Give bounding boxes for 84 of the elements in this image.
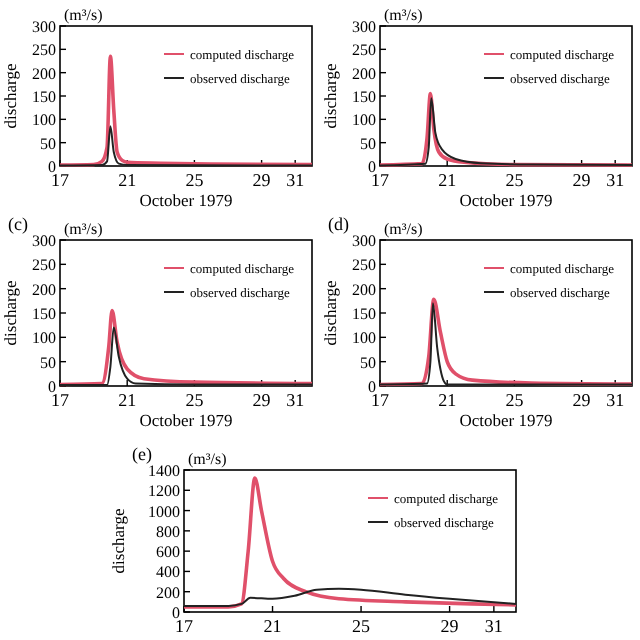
y-tick-label: 0 <box>48 158 56 176</box>
x-tick-label: 31 <box>606 170 625 190</box>
y-tick-label: 200 <box>352 280 376 299</box>
y-tick-label: 400 <box>156 563 180 582</box>
y-tick-label: 50 <box>360 353 376 372</box>
line-series <box>58 54 314 167</box>
x-tick-label: 21 <box>438 170 457 190</box>
x-tick-label: 29 <box>572 170 592 190</box>
line-series <box>58 308 314 387</box>
y-tick-label: 100 <box>32 329 56 348</box>
text: (m³/s) <box>188 450 228 468</box>
x-axis-title: October 1979 <box>459 410 553 430</box>
x-tick-label: 21 <box>263 616 282 636</box>
line-series <box>182 476 518 609</box>
x-tick-label: 29 <box>252 170 272 190</box>
x-tick-label: 17 <box>371 170 390 190</box>
x-tick-label: 21 <box>438 390 457 410</box>
text: (m³/s) <box>64 6 104 24</box>
chart-title: (c) <box>8 214 28 234</box>
y-tick-label: 1200 <box>148 482 180 501</box>
text: (m³/s) <box>384 220 424 238</box>
y-axis-title: discharge <box>0 63 20 129</box>
x-tick-label: 29 <box>252 390 272 410</box>
line-series <box>183 587 517 607</box>
x-axis-title: October 1979 <box>139 190 233 210</box>
x-tick-label: 31 <box>286 170 305 190</box>
y-tick-label: 100 <box>352 111 376 130</box>
x-tick-label: 31 <box>484 616 503 636</box>
y-axis-title: discharge <box>320 63 340 129</box>
x-tick-label: 29 <box>572 390 592 410</box>
x-tick-label: 17 <box>371 390 390 410</box>
x-tick-label: 25 <box>185 170 205 190</box>
y-tick-label: 200 <box>352 64 376 83</box>
y-tick-label: 0 <box>368 378 376 396</box>
y-tick-label: 600 <box>156 543 180 562</box>
y-tick-label: 1000 <box>148 502 180 521</box>
x-tick-label: 21 <box>118 170 137 190</box>
y-axis-title: discharge <box>320 280 340 346</box>
y-tick-label: 50 <box>40 134 56 153</box>
y-tick-label: 200 <box>32 280 56 299</box>
y-tick-label: 0 <box>172 604 180 622</box>
x-tick-label: 31 <box>606 390 625 410</box>
x-tick-label: 25 <box>352 616 372 636</box>
y-tick-label: 50 <box>40 353 56 372</box>
line-series <box>59 326 313 387</box>
x-tick-label: 25 <box>185 390 205 410</box>
y-tick-label: 0 <box>368 158 376 176</box>
y-axis-title: discharge <box>0 280 20 346</box>
y-tick-label: 150 <box>32 88 56 106</box>
x-tick-label: 17 <box>51 390 70 410</box>
y-tick-label: 250 <box>352 256 376 275</box>
x-axis-title: October 1979 <box>459 190 553 210</box>
y-tick-label: 0 <box>48 378 56 396</box>
x-tick-label: 17 <box>175 616 194 636</box>
x-tick-label: 25 <box>505 390 525 410</box>
y-tick-label: 50 <box>360 134 376 153</box>
chart-title: (e) <box>132 444 152 464</box>
y-tick-label: 150 <box>352 88 376 106</box>
x-tick-label: 17 <box>51 170 70 190</box>
y-tick-label: 200 <box>32 64 56 83</box>
x-tick-label: 31 <box>286 390 305 410</box>
text: (m³/s) <box>384 6 424 24</box>
y-tick-label: 100 <box>352 329 376 348</box>
y-tick-label: 300 <box>32 18 56 36</box>
y-tick-label: 100 <box>32 111 56 130</box>
x-tick-label: 21 <box>118 390 137 410</box>
y-tick-label: 300 <box>352 18 376 36</box>
y-tick-label: 200 <box>156 583 180 602</box>
x-tick-label: 29 <box>440 616 460 636</box>
chart-title: (d) <box>328 214 349 234</box>
y-axis-title: discharge <box>108 508 128 574</box>
y-tick-label: 250 <box>352 41 376 60</box>
y-tick-label: 1400 <box>148 462 180 480</box>
line-series <box>59 125 313 167</box>
y-tick-label: 300 <box>32 232 56 250</box>
x-axis-title: October 1979 <box>139 410 233 430</box>
y-tick-label: 250 <box>32 41 56 60</box>
y-tick-label: 300 <box>352 232 376 250</box>
y-tick-label: 150 <box>32 305 56 323</box>
y-tick-label: 800 <box>156 522 180 541</box>
y-tick-label: 250 <box>32 256 56 275</box>
x-tick-label: 25 <box>505 170 525 190</box>
y-tick-label: 150 <box>352 305 376 323</box>
text: (m³/s) <box>64 220 104 238</box>
